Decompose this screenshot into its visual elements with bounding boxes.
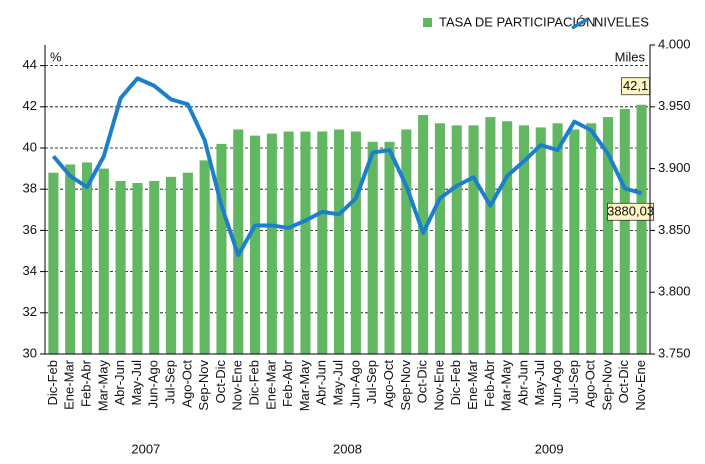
x-tick-label: Dic-Feb (247, 360, 262, 406)
bar (434, 123, 445, 354)
year-label: 2008 (333, 441, 362, 456)
bar (384, 141, 395, 354)
bar (115, 180, 126, 354)
x-tick-label: Jul-Sep (162, 360, 177, 404)
bar (367, 141, 378, 354)
bar (468, 125, 479, 354)
x-tick-label: Ene-Mar (62, 359, 77, 410)
x-tick-label: Nov-Ene (431, 360, 446, 411)
year-label: 2007 (131, 441, 160, 456)
bar (569, 129, 580, 354)
x-tick-label: Ago-Oct (583, 360, 598, 408)
bar (552, 123, 563, 354)
y2-tick-label: 4.000 (658, 36, 691, 51)
bar (233, 129, 244, 354)
x-tick-label: Ago-Oct (381, 360, 396, 408)
bar (182, 172, 193, 354)
x-tick-label: Oct-Dic (213, 360, 228, 404)
bar (65, 164, 76, 354)
y-tick-label: 32 (23, 304, 37, 319)
x-tick-label: Oct-Dic (616, 360, 631, 404)
legend-label: NIVELES (594, 14, 649, 29)
x-tick-label: Ene-Mar (465, 359, 480, 410)
y-tick-label: 42 (23, 98, 37, 113)
x-tick-label: Abr-Jun (314, 360, 329, 406)
x-tick-label: Nov-Ene (230, 360, 245, 411)
bar (283, 131, 294, 354)
bar (518, 125, 529, 354)
legend-label: TASA DE PARTICIPACIÓN (439, 14, 596, 29)
x-tick-label: Dic-Feb (448, 360, 463, 406)
y2-tick-label: 3.950 (658, 98, 691, 113)
y-tick-label: 30 (23, 345, 37, 360)
x-tick-label: Sep-Nov (599, 360, 614, 411)
bar (502, 121, 513, 354)
data-label: 42,1 (623, 78, 648, 93)
y-tick-label: 40 (23, 139, 37, 154)
year-label: 2009 (535, 441, 564, 456)
bar (81, 162, 93, 354)
legend-swatch (571, 17, 589, 30)
bar (451, 125, 462, 354)
x-tick-label: Abr-Jun (112, 360, 127, 406)
x-tick-label: Mar-May (499, 360, 514, 412)
x-tick-label: Dic-Feb (45, 360, 60, 406)
data-label-box (607, 202, 654, 221)
x-tick-label: Ene-Mar (263, 359, 278, 410)
bar (317, 131, 328, 354)
bar (166, 176, 177, 354)
y-tick-label: 44 (23, 57, 37, 72)
y-axis-label: % (50, 49, 62, 64)
y2-axis-label: Miles (615, 49, 646, 64)
data-label: 3880,03 (607, 204, 654, 219)
x-tick-label: May-Jul (129, 360, 144, 406)
bar (149, 180, 160, 354)
bar (132, 183, 143, 354)
bar (401, 129, 412, 354)
y-tick-label: 38 (23, 181, 37, 196)
x-tick-label: Sep-Nov (196, 360, 211, 411)
y2-tick-label: 3.900 (658, 160, 691, 175)
line (51, 76, 643, 258)
x-tick-label: Feb-Abr (78, 359, 93, 407)
bar (98, 168, 109, 354)
x-tick-label: Feb-Abr (482, 359, 497, 407)
x-tick-label: Ago-Oct (179, 360, 194, 408)
x-tick-label: Mar-May (297, 360, 312, 412)
y2-tick-label: 3.850 (658, 222, 691, 237)
bar (199, 160, 210, 354)
x-tick-label: Sep-Nov (398, 360, 413, 411)
x-tick-label: Nov-Ene (633, 360, 648, 411)
bar (535, 127, 546, 355)
x-tick-label: Oct-Dic (415, 360, 430, 404)
y-tick-label: 36 (23, 222, 37, 237)
bar (216, 143, 227, 354)
x-tick-label: Abr-Jun (515, 360, 530, 406)
bar (602, 117, 614, 354)
x-tick-label: Jun-Ago (146, 360, 161, 408)
bar (636, 104, 647, 355)
x-tick-label: Mar-May (95, 360, 110, 412)
x-tick-label: Jul-Sep (566, 360, 581, 404)
x-tick-label: Feb-Abr (280, 359, 295, 407)
bar (266, 133, 277, 354)
x-tick-label: May-Jul (532, 360, 547, 406)
y-tick-label: 34 (23, 263, 37, 278)
bar (48, 172, 59, 354)
y2-tick-label: 3.800 (658, 284, 691, 299)
x-tick-label: Jun-Ago (549, 360, 564, 408)
legend-swatch (423, 18, 432, 27)
bar (619, 108, 630, 354)
x-tick-label: Jun-Ago (347, 360, 362, 408)
bar (350, 131, 361, 354)
bar (334, 129, 345, 354)
bar (300, 131, 311, 354)
bar (586, 123, 597, 354)
x-tick-label: May-Jul (331, 360, 346, 406)
bar (250, 135, 261, 354)
x-tick-label: Jul-Sep (364, 360, 379, 404)
bar (485, 117, 496, 354)
y2-tick-label: 3.750 (658, 345, 691, 360)
